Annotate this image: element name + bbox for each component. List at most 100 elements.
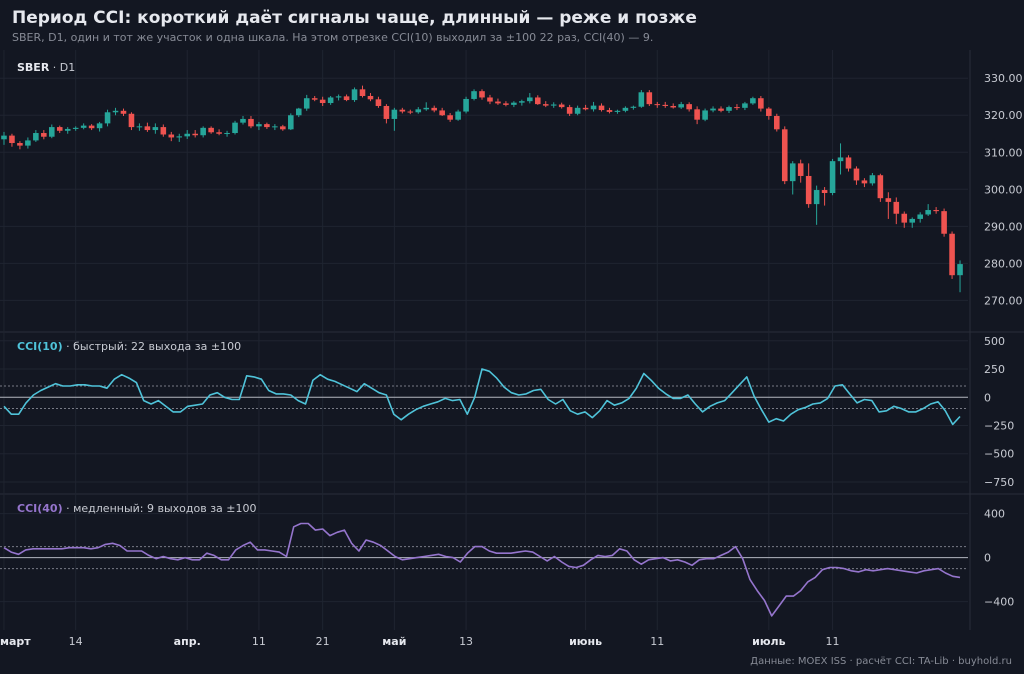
candle-body[interactable] — [527, 97, 533, 102]
candle-body[interactable] — [766, 108, 772, 116]
candle-body[interactable] — [750, 98, 756, 104]
cci-slow-line[interactable] — [3, 522, 961, 617]
candle-body[interactable] — [662, 104, 669, 106]
candle-body[interactable] — [925, 210, 931, 215]
candle-body[interactable] — [383, 105, 390, 119]
candle-body[interactable] — [511, 102, 517, 105]
candle-body[interactable] — [614, 110, 621, 112]
candle-body[interactable] — [718, 108, 724, 111]
candle-body[interactable] — [367, 95, 374, 100]
candle-body[interactable] — [17, 143, 23, 146]
candle-body[interactable] — [327, 97, 334, 104]
candle-body[interactable] — [303, 98, 310, 109]
candle-body[interactable] — [168, 134, 175, 138]
candle-body[interactable] — [869, 175, 876, 184]
candle-body[interactable] — [335, 96, 342, 98]
candle-body[interactable] — [901, 213, 908, 223]
candle-body[interactable] — [72, 127, 79, 129]
candle-body[interactable] — [638, 92, 645, 107]
candle-body[interactable] — [893, 201, 900, 214]
candle-body[interactable] — [439, 110, 445, 116]
candle-body[interactable] — [542, 104, 549, 106]
candle-body[interactable] — [503, 103, 509, 105]
candle-body[interactable] — [654, 104, 661, 106]
candle-body[interactable] — [837, 157, 844, 162]
candle-body[interactable] — [933, 210, 939, 212]
candle-body[interactable] — [550, 104, 557, 106]
candle-body[interactable] — [797, 163, 804, 176]
candle-body[interactable] — [41, 133, 47, 137]
cci-fast-line[interactable] — [3, 368, 961, 426]
candle-body[interactable] — [734, 107, 740, 109]
candle-body[interactable] — [487, 97, 493, 102]
candle-body[interactable] — [829, 161, 836, 193]
candle-body[interactable] — [710, 108, 716, 111]
candle-body[interactable] — [33, 133, 39, 141]
candle-body[interactable] — [423, 107, 430, 110]
candle-body[interactable] — [128, 113, 135, 128]
candle-body[interactable] — [877, 175, 884, 199]
candle-body[interactable] — [120, 110, 127, 114]
candle-body[interactable] — [216, 132, 222, 134]
candle-body[interactable] — [319, 99, 326, 104]
candle-body[interactable] — [742, 103, 748, 108]
candle-body[interactable] — [399, 109, 406, 112]
candle-body[interactable] — [104, 112, 111, 124]
candle-body[interactable] — [407, 111, 414, 113]
candle-body[interactable] — [821, 190, 828, 193]
candle-body[interactable] — [88, 125, 95, 129]
candle-body[interactable] — [1, 135, 7, 140]
candle-body[interactable] — [861, 180, 868, 184]
candle-body[interactable] — [112, 110, 119, 113]
candle-body[interactable] — [25, 140, 31, 146]
candle-body[interactable] — [48, 127, 55, 137]
candle-body[interactable] — [144, 126, 151, 131]
candle-body[interactable] — [56, 127, 63, 131]
candle-body[interactable] — [192, 133, 198, 136]
candle-body[interactable] — [208, 127, 214, 133]
candle-body[interactable] — [758, 98, 764, 109]
candle-body[interactable] — [622, 107, 629, 111]
candle-body[interactable] — [96, 123, 103, 129]
candle-body[interactable] — [845, 157, 852, 169]
candle-body[interactable] — [375, 99, 382, 106]
candle-body[interactable] — [176, 136, 183, 138]
candle-body[interactable] — [678, 104, 684, 108]
candle-body[interactable] — [136, 126, 143, 128]
candle-body[interactable] — [702, 110, 708, 120]
candle-body[interactable] — [853, 168, 860, 181]
candle-body[interactable] — [606, 110, 613, 112]
candle-body[interactable] — [885, 198, 892, 202]
candle-body[interactable] — [311, 98, 318, 100]
candle-body[interactable] — [949, 233, 955, 276]
candle-body[interactable] — [295, 108, 302, 116]
candle-body[interactable] — [160, 127, 167, 135]
candle-body[interactable] — [574, 107, 581, 114]
candle-body[interactable] — [455, 111, 461, 120]
candle-body[interactable] — [813, 190, 820, 205]
candle-body[interactable] — [447, 115, 453, 120]
candle-body[interactable] — [534, 97, 541, 105]
candle-body[interactable] — [256, 124, 262, 127]
candle-body[interactable] — [240, 118, 246, 123]
candle-body[interactable] — [232, 122, 238, 134]
candle-body[interactable] — [64, 128, 71, 131]
candle-body[interactable] — [582, 107, 589, 110]
candle-body[interactable] — [774, 115, 780, 130]
candle-body[interactable] — [670, 105, 677, 108]
candle-body[interactable] — [726, 107, 732, 111]
candle-body[interactable] — [152, 127, 159, 131]
candle-body[interactable] — [789, 163, 796, 182]
candle-body[interactable] — [415, 109, 422, 113]
candle-body[interactable] — [200, 127, 206, 136]
candle-body[interactable] — [9, 135, 15, 144]
candle-body[interactable] — [288, 115, 294, 130]
candle-body[interactable] — [957, 264, 963, 276]
candle-body[interactable] — [805, 175, 812, 205]
candle-body[interactable] — [248, 118, 254, 127]
candle-body[interactable] — [80, 125, 87, 128]
candle-body[interactable] — [558, 104, 565, 108]
candle-body[interactable] — [598, 105, 605, 111]
candle-body[interactable] — [495, 101, 501, 104]
